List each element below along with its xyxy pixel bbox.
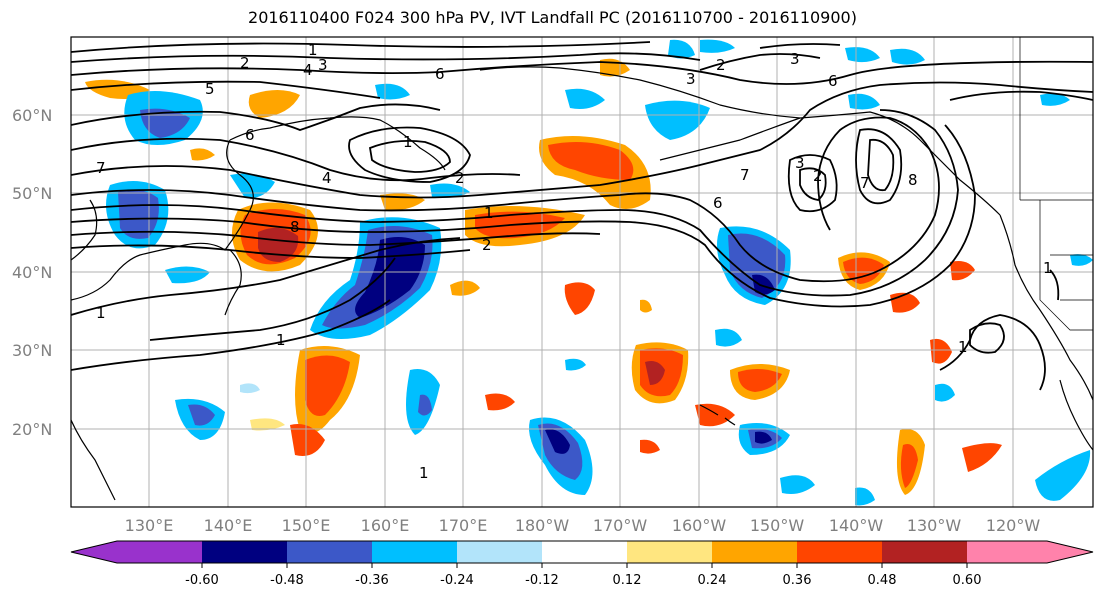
lon-label: 130°W bbox=[907, 516, 962, 535]
lon-label: 170°E bbox=[439, 516, 488, 535]
colorbar-segment bbox=[457, 541, 542, 563]
colorbar-tick-label: 0.24 bbox=[698, 573, 727, 588]
lon-label: 170°W bbox=[593, 516, 648, 535]
lon-label: 130°E bbox=[125, 516, 174, 535]
contour-label: 8 bbox=[908, 171, 918, 189]
colorbar-segment bbox=[627, 541, 712, 563]
contour-label: 3 bbox=[686, 70, 696, 88]
contour-label: 1 bbox=[96, 304, 106, 322]
shaded-pv-anomalies bbox=[85, 39, 1093, 506]
contour-label: 4 bbox=[322, 169, 332, 187]
lon-label: 150°E bbox=[282, 516, 331, 535]
contour-label: 1 bbox=[484, 204, 494, 222]
lat-label: 40°N bbox=[12, 263, 52, 282]
colorbar-segment bbox=[372, 541, 457, 563]
contour-label: 1 bbox=[308, 41, 318, 59]
contour-label: 3 bbox=[790, 50, 800, 68]
lon-label: 140°W bbox=[829, 516, 884, 535]
contour-label: 7 bbox=[96, 159, 106, 177]
colorbar-tick-label: -0.24 bbox=[440, 573, 474, 588]
lat-label: 60°N bbox=[12, 106, 52, 125]
contour-label: 8 bbox=[290, 218, 300, 236]
contour-label: 7 bbox=[860, 174, 870, 192]
colorbar-tick-label: -0.48 bbox=[270, 573, 304, 588]
colorbar-segment bbox=[797, 541, 882, 563]
colorbar-tick-label: 0.60 bbox=[953, 573, 982, 588]
contour-label: 6 bbox=[435, 65, 445, 83]
lon-label: 180°W bbox=[515, 516, 570, 535]
colorbar-tick-label: -0.36 bbox=[355, 573, 389, 588]
contour-label: 6 bbox=[828, 72, 838, 90]
contour-label: 2 bbox=[716, 56, 726, 74]
lat-label: 50°N bbox=[12, 184, 52, 203]
lon-label: 140°E bbox=[204, 516, 253, 535]
latitude-labels: 60°N 50°N 40°N 30°N 20°N bbox=[12, 106, 52, 439]
lon-label: 150°W bbox=[750, 516, 805, 535]
lat-label: 30°N bbox=[12, 341, 52, 360]
contour-labels: 1 2 3 4 5 6 7 8 2 1 1 1 1 6 3 2 4 6 7 1 … bbox=[96, 41, 1053, 482]
map-frame bbox=[70, 36, 1094, 508]
colorbar-segment bbox=[882, 541, 967, 563]
coastlines bbox=[71, 66, 1093, 501]
contour-label: 6 bbox=[713, 194, 723, 212]
colorbar-tick-label: 0.12 bbox=[613, 573, 642, 588]
lon-label: 160°E bbox=[361, 516, 410, 535]
colorbar-segment bbox=[202, 541, 287, 563]
colorbar-tick-label: 0.48 bbox=[868, 573, 897, 588]
colorbar-tick-label: -0.60 bbox=[185, 573, 219, 588]
colorbar-segment bbox=[542, 541, 627, 563]
colorbar-segment bbox=[71, 541, 117, 563]
colorbar: -0.60 -0.48 -0.36 -0.24 -0.12 0.12 0.24 … bbox=[70, 540, 1094, 588]
longitude-labels: 130°E 140°E 150°E 160°E 170°E 180°W 170°… bbox=[125, 516, 1041, 535]
lat-label: 20°N bbox=[12, 420, 52, 439]
contour-label: 2 bbox=[455, 169, 465, 187]
contour-label: 7 bbox=[740, 166, 750, 184]
colorbar-segment bbox=[287, 541, 372, 563]
colorbar-tick-label: 0.36 bbox=[783, 573, 812, 588]
contour-label: 1 bbox=[403, 133, 413, 151]
borders bbox=[1019, 37, 1093, 331]
contour-label: 2 bbox=[482, 236, 492, 254]
contour-label: 1 bbox=[958, 338, 968, 356]
contour-label: 1 bbox=[1043, 259, 1053, 277]
colorbar-segment bbox=[1047, 541, 1093, 563]
contour-label: 5 bbox=[205, 80, 215, 98]
colorbar-segment bbox=[712, 541, 797, 563]
contour-label: 3 bbox=[318, 56, 328, 74]
contour-label: 6 bbox=[245, 126, 255, 144]
pv-contours bbox=[71, 41, 1093, 391]
contour-label: 3 bbox=[795, 154, 805, 172]
contour-label: 2 bbox=[240, 54, 250, 72]
colorbar-segment bbox=[117, 541, 202, 563]
contour-label: 1 bbox=[419, 464, 429, 482]
contour-label: 4 bbox=[303, 61, 313, 79]
lon-label: 120°W bbox=[986, 516, 1041, 535]
map-title: 2016110400 F024 300 hPa PV, IVT Landfall… bbox=[248, 8, 857, 27]
contour-label: 1 bbox=[276, 331, 286, 349]
colorbar-outline bbox=[70, 540, 1094, 564]
colorbar-segment bbox=[967, 541, 1047, 563]
contour-label: 2 bbox=[813, 167, 823, 185]
colorbar-tick-label: -0.12 bbox=[525, 573, 559, 588]
lon-label: 160°W bbox=[672, 516, 727, 535]
